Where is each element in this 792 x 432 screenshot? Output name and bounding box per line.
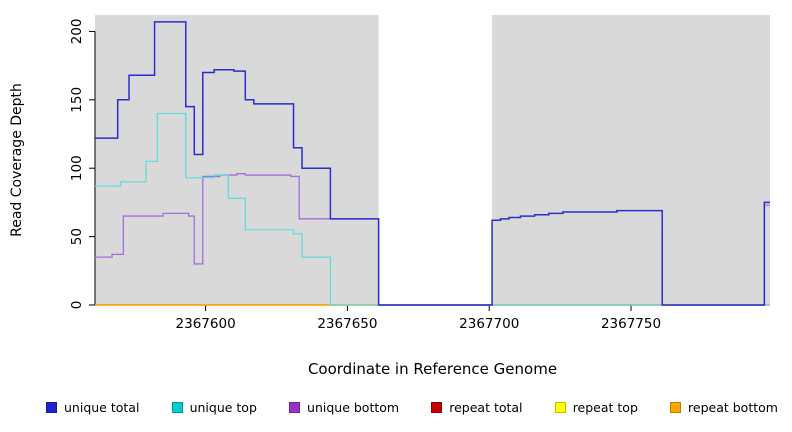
legend-swatch-unique-top [171,402,183,413]
y-tick-label: 100 [69,155,85,181]
legend-label-repeat-total: repeat total [449,400,523,415]
legend-item-repeat-top: repeat top [554,400,638,415]
y-tick-label: 0 [69,301,85,310]
legend-label-repeat-top: repeat top [572,400,638,415]
legend-swatch-repeat-top [554,402,566,413]
legend-swatch-repeat-bottom [670,402,682,413]
x-tick-label: 2367600 [176,316,236,332]
series-line-unique-top [95,112,770,306]
y-tick-label: 150 [69,87,85,113]
legend: unique total unique top unique bottom re… [46,400,778,415]
legend-item-unique-top: unique top [171,400,257,415]
legend-swatch-unique-total [46,402,57,413]
legend-label-unique-top: unique top [189,400,257,415]
y-tick-label: 50 [69,228,85,245]
x-tick-label: 2367700 [459,316,519,332]
series-line-unique-total [95,21,770,306]
plot-background-region [95,15,379,305]
y-axis-title: Read Coverage Depth [9,83,25,237]
legend-item-repeat-bottom: repeat bottom [670,400,778,415]
legend-swatch-unique-bottom [289,402,301,413]
legend-label-unique-total: unique total [64,400,140,415]
y-tick-label: 200 [69,19,85,45]
legend-item-repeat-total: repeat total [431,400,523,415]
x-axis-title: Coordinate in Reference Genome [307,360,558,378]
legend-swatch-repeat-total [431,402,443,413]
legend-item-unique-total: unique total [46,400,139,415]
legend-label-repeat-bottom: repeat bottom [688,400,778,415]
x-tick-label: 2367650 [317,316,377,332]
legend-label-unique-bottom: unique bottom [307,400,400,415]
plot-background-region [492,15,770,305]
legend-item-unique-bottom: unique bottom [289,400,399,415]
x-tick-label: 2367750 [601,316,661,332]
